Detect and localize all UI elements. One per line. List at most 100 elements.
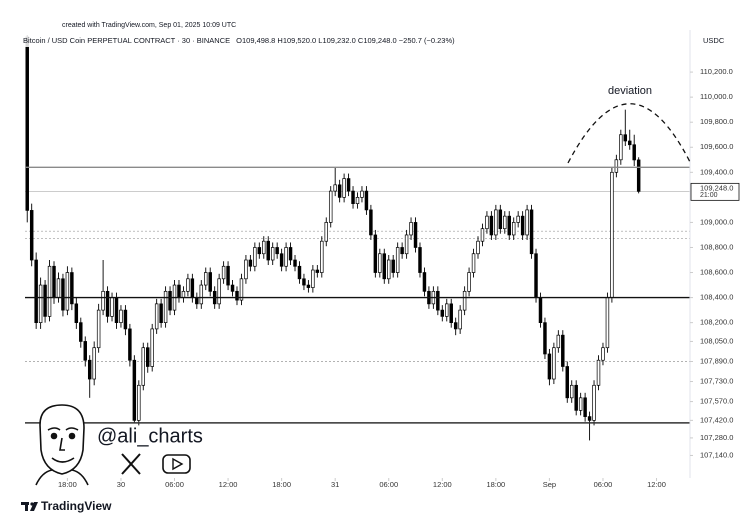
candle-body [132,359,137,421]
candle-body [628,140,632,146]
candle-body [154,303,159,330]
candle-body [632,144,636,161]
candle-body [186,278,190,292]
candle-body [110,297,114,317]
candle-body [29,210,34,261]
candle-body [226,265,230,286]
last-price-box [690,182,740,201]
candle-body [516,215,520,223]
candle-body [422,272,427,292]
candle-body [556,334,561,349]
candle-body [146,347,150,367]
x-tick-label: Sep [543,480,556,489]
last-price-label: 109,248.0 [700,183,733,192]
candle-body [324,222,328,242]
candle-body [552,347,556,380]
candle-body [583,397,587,417]
candle-body [382,253,387,280]
candle-body [297,265,302,280]
y-tick-label: 108,050.0 [700,336,733,345]
candle-body [270,247,275,261]
candle-body [150,328,154,367]
ohlc-legend: O109,498.8 H109,520.0 L109,232.0 C109,24… [236,36,455,45]
legend-bg [22,35,502,47]
candle-body [440,309,445,317]
candle-body [436,290,440,311]
candle-body [199,284,204,305]
y-tick-label: 107,890.0 [700,356,733,365]
y-tick-label: 110,200.0 [700,67,733,76]
candle-body [547,353,552,380]
candle-body [351,190,355,204]
candle-body [561,334,565,367]
candle-body [378,253,382,273]
candle-body [177,284,181,298]
candle-body [163,290,168,323]
candle-body [601,347,605,361]
candle-body [489,215,494,236]
candle-body [235,290,239,301]
candle-body [494,209,498,236]
candle-body [592,384,596,421]
currency: USDC [703,36,725,45]
candle-body [503,215,507,230]
candle-body [525,209,529,236]
candle-body [190,278,195,298]
candle-body [92,347,96,380]
deviation-arc [567,103,691,164]
candle-body [364,190,369,211]
candle-body [636,159,641,192]
x-tick-label: 31 [331,480,339,489]
candle-body [25,36,29,211]
y-tick-label: 107,140.0 [700,450,733,459]
plot-area [25,35,690,441]
watermark-handle: @ali_charts [97,425,203,447]
candle-body [257,247,262,255]
candle-body [409,222,413,236]
y-tick-label: 108,800.0 [700,242,733,251]
candle-body [395,247,400,273]
candle-body [204,272,208,286]
candle-body [342,178,346,198]
candle-body [96,309,101,349]
candle-body [311,269,315,288]
x-tick-label: 18:00 [58,480,77,489]
candle-body [266,240,270,261]
candle-body [360,190,364,198]
candle-body [529,209,534,255]
candle-body [369,209,373,236]
x-tick-label: 18:00 [272,480,291,489]
candle-body [119,309,123,323]
candle-body [195,297,199,305]
x-logo [121,453,141,475]
candle-body [168,290,172,311]
last-price-tag: 109,248.021:00 [690,182,740,201]
candle-body [284,247,288,267]
candle-body [288,247,293,261]
y-tick-label: 109,600.0 [700,142,733,151]
candle-body [404,234,409,255]
candle-body [485,215,489,230]
candle-body [43,284,47,317]
candle-body [306,284,311,288]
candle-body [320,240,324,273]
candle-body [538,297,543,323]
candle-body [565,366,569,399]
y-tick-label: 109,000.0 [700,217,733,226]
created-note: created with TradingView.com, Sep 01, 20… [62,22,236,29]
candle-body [449,303,453,323]
candle-body [605,297,610,349]
y-tick-label: 108,200.0 [700,318,733,327]
candle-body [453,322,458,330]
candle-body [56,278,61,298]
candle-body [141,347,146,386]
y-tick-label: 109,800.0 [700,117,733,126]
candle-body [279,253,284,267]
candle-body [38,284,43,323]
candle-body [476,240,480,255]
x-tick-label: 30 [117,480,125,489]
candle-body [181,290,186,298]
y-tick-label: 107,730.0 [700,377,733,386]
x-tick-label: 06:00 [165,480,184,489]
